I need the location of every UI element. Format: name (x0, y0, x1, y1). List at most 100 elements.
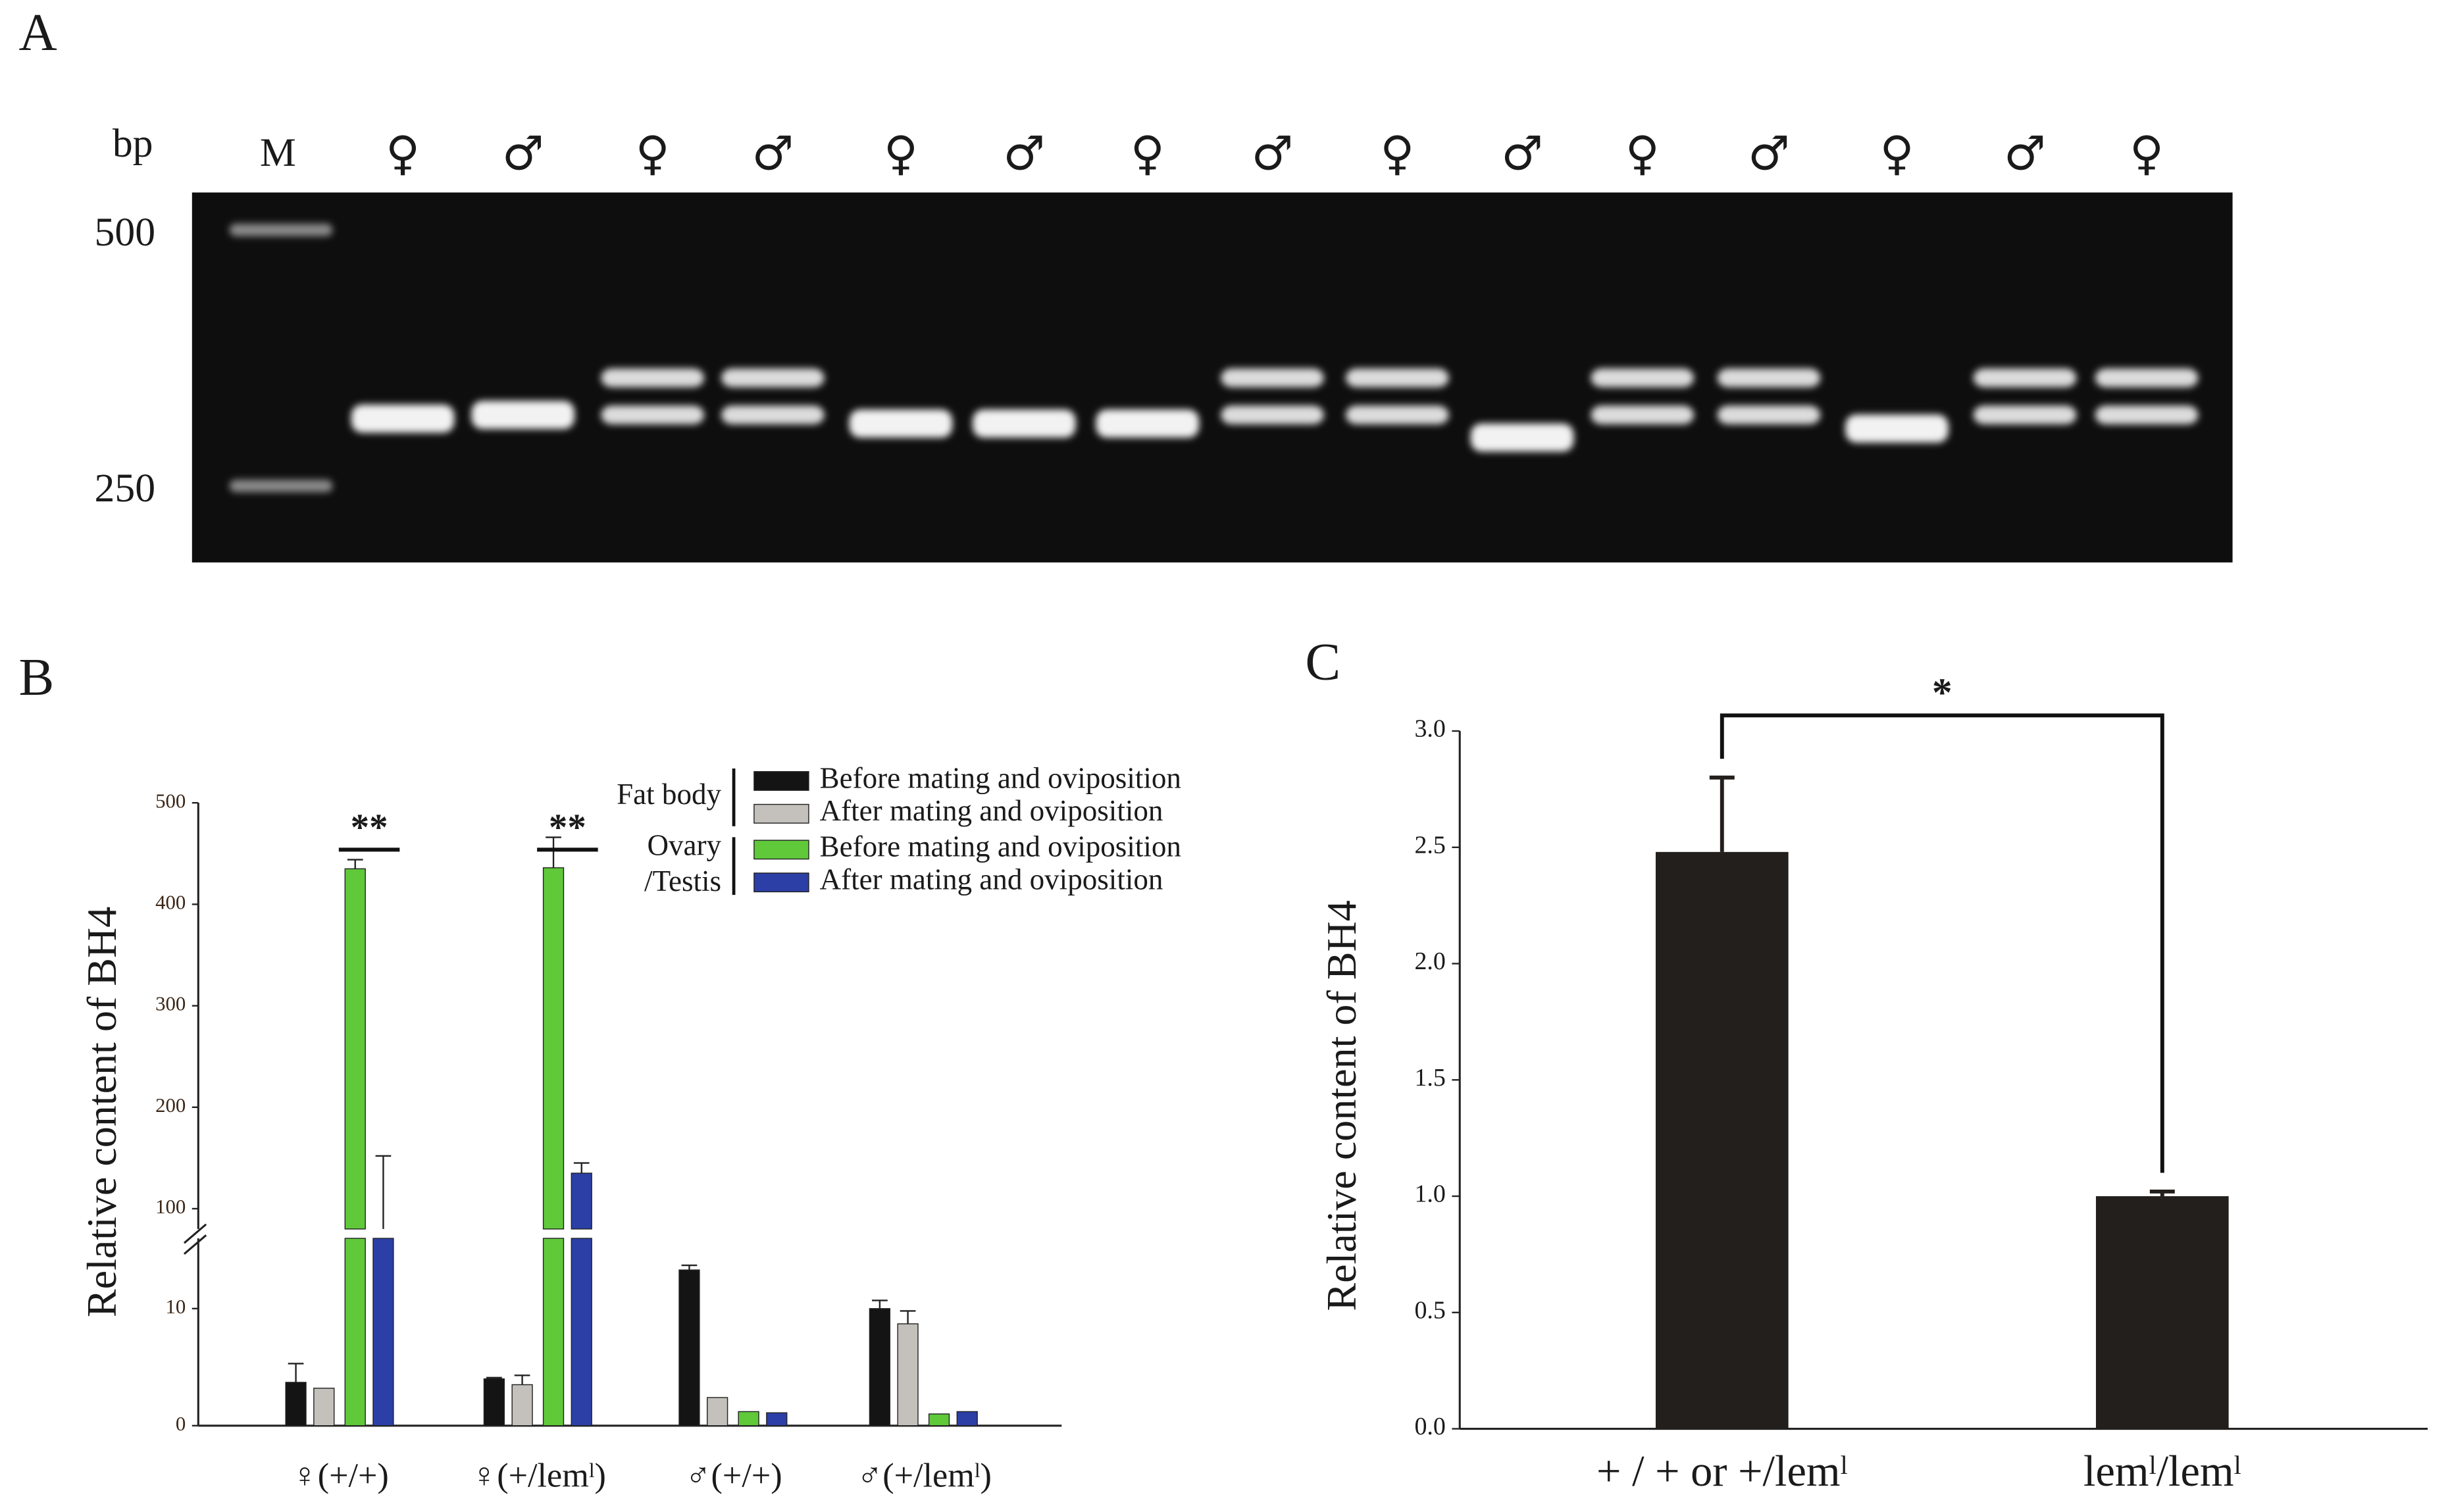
lane-label: ♂ (1501, 126, 1543, 180)
band (2095, 368, 2199, 388)
legend-swatch (753, 803, 809, 824)
bar (344, 868, 366, 1230)
bar (511, 1384, 533, 1426)
legend-label: Before mating and oviposition (820, 761, 1181, 794)
y-tick-label: 1.0 (1414, 1180, 1445, 1208)
axis-break (183, 1234, 207, 1255)
bar (372, 1238, 394, 1426)
significance-label: * (1932, 670, 1952, 715)
y-tick-label: 100 (155, 1196, 186, 1218)
marker-label: M (260, 130, 296, 175)
lane-label: ♂ (1748, 126, 1790, 180)
lane-label: ♀ (386, 126, 420, 180)
x-tick-label: lemˡ/lemˡ (2083, 1448, 2241, 1496)
gel-unit: bp (113, 121, 153, 166)
band (1470, 423, 1574, 452)
band (721, 405, 825, 424)
bar (956, 1411, 978, 1426)
y-tick-label: 0.0 (1414, 1413, 1445, 1440)
significance-bracket (1720, 713, 2164, 1173)
lane-label: ♀ (884, 126, 918, 180)
bar (928, 1413, 950, 1426)
band (721, 368, 825, 388)
band (601, 368, 704, 388)
bar (2096, 1196, 2229, 1429)
band (601, 405, 704, 424)
bar (707, 1397, 728, 1426)
bar (897, 1323, 919, 1426)
y-tick-label: 200 (155, 1094, 186, 1117)
y-tick-label: 2.5 (1414, 831, 1445, 859)
bar (571, 1172, 592, 1230)
bar (738, 1411, 759, 1426)
bar (313, 1388, 335, 1426)
band (1973, 368, 2077, 388)
lane-label: ♀ (1131, 126, 1165, 180)
bar (542, 1238, 565, 1426)
gel (191, 192, 2233, 563)
band (1845, 415, 1949, 443)
lane-label: ♂ (1003, 126, 1045, 180)
band (973, 409, 1076, 438)
panel-label: B (18, 648, 54, 707)
lane-label: ♂ (2004, 126, 2046, 180)
band (1221, 368, 1324, 388)
y-tick-label: 0.5 (1414, 1296, 1445, 1324)
panel-label: A (18, 3, 57, 62)
bar (483, 1378, 505, 1426)
legend-group-label: Ovary (647, 828, 721, 861)
lane-label: ♂ (752, 126, 794, 180)
x-tick-label: + / + or +/lemˡ (1596, 1448, 1848, 1496)
band (1346, 405, 1449, 424)
bar (678, 1269, 700, 1426)
marker-band (229, 223, 333, 236)
band (1221, 405, 1324, 424)
legend-label: Before mating and oviposition (820, 830, 1181, 863)
x-tick-label: ♂(+/lemˡ) (857, 1456, 992, 1494)
band (2095, 405, 2199, 424)
marker-size-label: 250 (95, 466, 156, 511)
lane-label: ♀ (1625, 126, 1660, 180)
bar (285, 1382, 307, 1426)
y-tick-label: 1.5 (1414, 1064, 1445, 1092)
bar (542, 867, 565, 1230)
marker-band (229, 480, 333, 493)
bar (1655, 851, 1789, 1429)
lane-label: ♀ (1879, 126, 1914, 180)
x-tick-label: ♀(+/lemˡ) (471, 1456, 606, 1494)
bar (766, 1412, 788, 1426)
legend-label: After mating and oviposition (820, 794, 1163, 827)
band (1591, 368, 1695, 388)
axis-break (183, 1223, 207, 1244)
y-tick-label: 0 (176, 1413, 186, 1435)
legend-group-label: /Testis (644, 865, 721, 897)
lane-label: ♂ (502, 126, 544, 180)
y-tick-label: 3.0 (1414, 715, 1445, 743)
bar (869, 1308, 891, 1426)
legend-label: After mating and oviposition (820, 863, 1163, 896)
marker-size-label: 500 (95, 210, 156, 255)
y-tick-label: 400 (155, 891, 186, 913)
y-tick-label: 300 (155, 993, 186, 1015)
x-tick-label: ♂(+/+) (685, 1456, 782, 1494)
band (1591, 405, 1695, 424)
band (1973, 405, 2077, 424)
band (471, 401, 575, 429)
band (849, 409, 953, 438)
panel-label: C (1305, 632, 1340, 691)
band (1096, 409, 1200, 438)
y-axis-label: Relative content of BH4 (1318, 900, 1365, 1311)
band (1717, 405, 1821, 424)
y-tick-label: 10 (165, 1296, 186, 1318)
significance-label: ** (549, 807, 586, 848)
band (1346, 368, 1449, 388)
lane-label: ♀ (2129, 126, 2164, 180)
lane-label: ♀ (636, 126, 670, 180)
y-axis-label: Relative content of BH4 (78, 907, 125, 1317)
band (351, 404, 455, 433)
band (1717, 368, 1821, 388)
legend-swatch (753, 840, 809, 860)
bar (571, 1238, 592, 1426)
legend-swatch (753, 872, 809, 893)
